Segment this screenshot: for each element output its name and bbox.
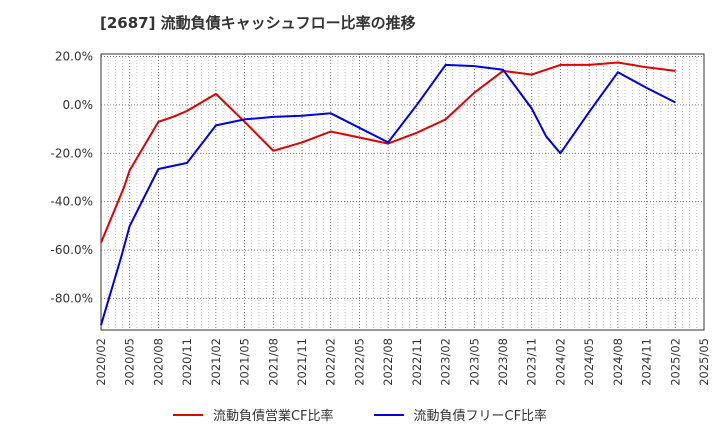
x-tick-label: 2025/05	[697, 338, 711, 386]
series-lines	[100, 61, 676, 326]
legend-swatch-free-cf	[373, 413, 404, 416]
y-tick-label: 20.0%	[55, 49, 93, 63]
x-tick-label: 2020/05	[123, 338, 137, 386]
legend-label-free-cf: 流動負債フリーCF比率	[413, 409, 548, 424]
legend-item-free-cf: 流動負債フリーCF比率	[373, 405, 548, 424]
y-axis-ticks: 20.0% 0.0% -20.0% -40.0% -60.0% -80.0%	[51, 49, 93, 305]
x-tick-label: 2022/11	[410, 338, 424, 386]
x-tick-label: 2022/05	[352, 338, 366, 386]
x-tick-label: 2020/11	[180, 338, 194, 386]
series-line-operating-cf	[100, 61, 676, 244]
legend: 流動負債営業CF比率 流動負債フリーCF比率	[0, 405, 720, 424]
x-tick-label: 2024/11	[640, 338, 654, 386]
y-tick-label: -20.0%	[51, 146, 93, 160]
x-tick-label: 2023/08	[496, 338, 510, 386]
y-tick-label: -60.0%	[51, 243, 93, 257]
series-line-free-cf	[100, 63, 676, 326]
legend-label-operating-cf: 流動負債営業CF比率	[212, 409, 334, 424]
y-tick-label: 0.0%	[63, 98, 94, 112]
x-tick-label: 2024/05	[582, 338, 596, 386]
x-tick-label: 2022/02	[324, 338, 338, 386]
x-axis-ticks: 2020/02 2020/05 2020/08 2020/11 2021/02 2021/…	[94, 338, 711, 386]
x-tick-label: 2021/05	[238, 338, 252, 386]
x-tick-label: 2023/11	[525, 338, 539, 386]
x-tick-label: 2023/05	[467, 338, 481, 386]
legend-swatch-operating-cf	[172, 413, 203, 416]
x-tick-label: 2021/11	[295, 338, 309, 386]
x-tick-label: 2023/02	[439, 338, 453, 386]
x-tick-label: 2020/08	[151, 338, 165, 386]
x-tick-label: 2024/08	[611, 338, 625, 386]
legend-item-operating-cf: 流動負債営業CF比率	[172, 405, 334, 424]
x-tick-label: 2021/02	[209, 338, 223, 386]
x-tick-label: 2024/02	[553, 338, 567, 386]
x-tick-label: 2022/08	[381, 338, 395, 386]
chart-title: [2687] 流動負債キャッシュフロー比率の推移	[100, 14, 416, 32]
y-tick-label: -40.0%	[51, 195, 93, 209]
x-tick-label: 2025/02	[668, 338, 682, 386]
y-tick-label: -80.0%	[51, 292, 93, 306]
grid-lines	[101, 54, 704, 330]
x-tick-label: 2020/02	[94, 338, 108, 386]
x-tick-label: 2021/08	[266, 338, 280, 386]
